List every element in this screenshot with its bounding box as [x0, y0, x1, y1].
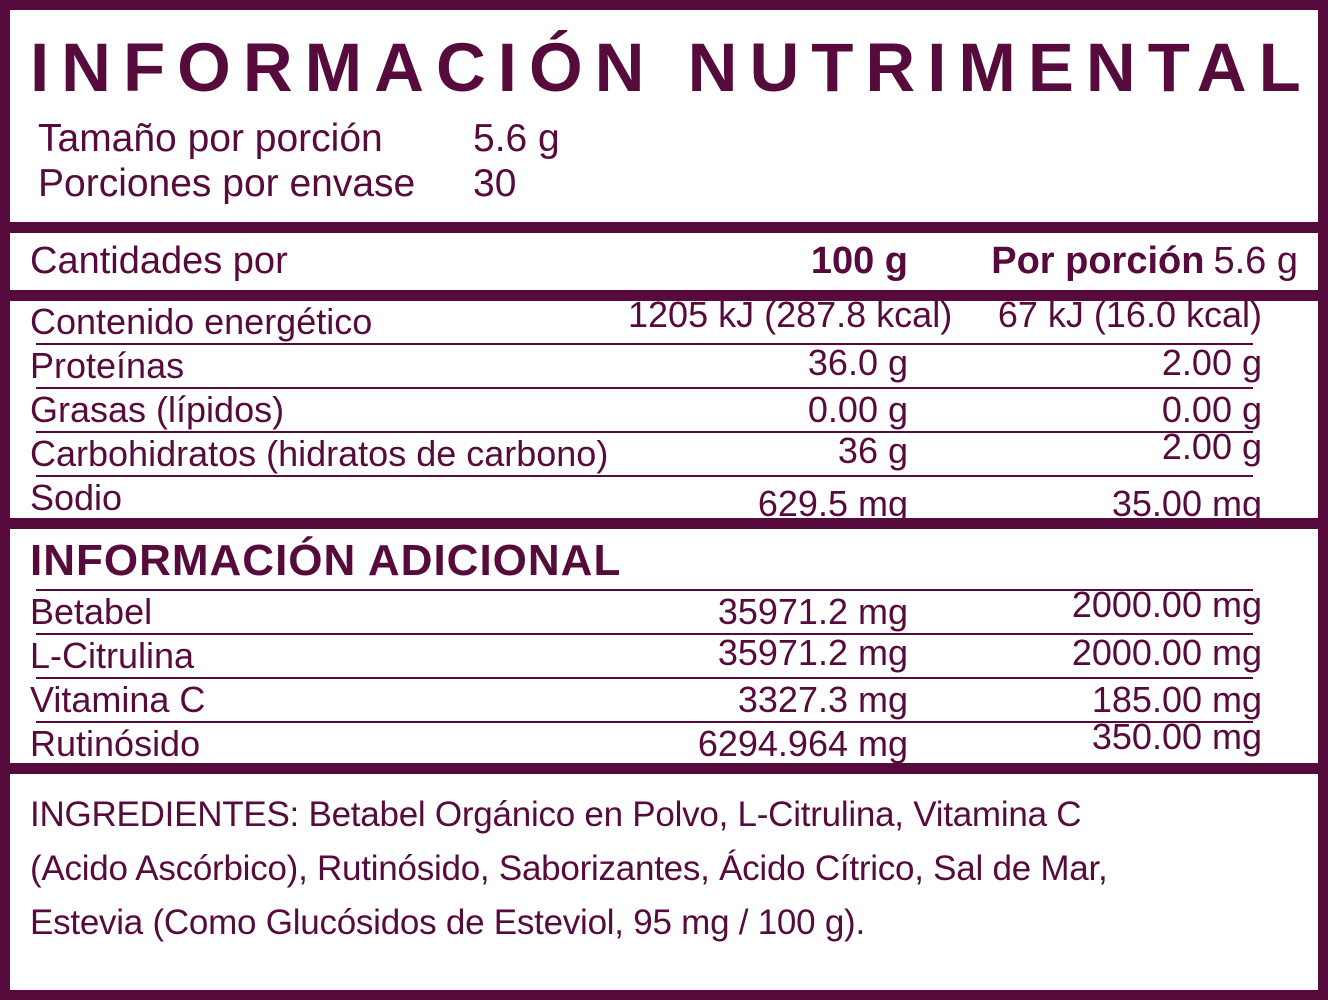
additional-row-beet: Betabel 35971.2 mg 2000.00 mg [30, 584, 1298, 633]
page-title: INFORMACIÓN NUTRIMENTAL [30, 29, 1313, 106]
per-100g-value: 36 g [837, 430, 908, 471]
serving-info: Tamaño por porción 5.6 g Porciones por e… [30, 116, 1298, 206]
row-separator [36, 633, 1253, 635]
ingredients-text-line: INGREDIENTES: Betabel Orgánico en Polvo,… [30, 795, 1082, 834]
ingredients-text-line: Estevia (Como Glucósidos de Esteviol, 95… [30, 903, 865, 942]
per-portion-value: 0.00 g [1161, 389, 1262, 430]
amounts-per-label: Cantidades por [30, 240, 288, 282]
per-portion-value: 67 kJ (16.0 kcal) [997, 301, 1262, 335]
additional-row-rutinoside: Rutinósido 6294.964 mg 350.00 mg [30, 716, 1298, 763]
per-portion-header-amount: 5.6 g [1213, 240, 1298, 282]
nutrient-label: Proteínas [30, 345, 185, 386]
row-separator [36, 475, 1253, 477]
per-100g-column-header: 100 g [810, 240, 908, 282]
per-portion-value: 2.00 g [1161, 342, 1262, 383]
additional-row-vitamin-c: Vitamina C 3327.3 mg 185.00 mg [30, 679, 1298, 721]
per-100g-value: 6294.964 mg [697, 723, 908, 763]
per-100g-value: 35971.2 mg [717, 632, 908, 673]
additional-info-title: INFORMACIÓN ADICIONAL [30, 536, 622, 585]
nutrient-label: Grasas (lípidos) [30, 389, 285, 430]
per-100g-value: 629.5 mg [757, 483, 908, 518]
per-portion-value: 2000.00 mg [1071, 584, 1262, 625]
nutrient-row-carbs: Carbohidratos (hidratos de carbono) 36 g… [30, 426, 1298, 475]
row-separator [36, 343, 1253, 345]
per-portion-value: 350.00 mg [1091, 716, 1262, 757]
nutrient-row-energy: Contenido energético 1205 kJ (287.8 kcal… [30, 301, 1298, 343]
ingredient-label: Vitamina C [30, 679, 206, 720]
serving-size-value: 5.6 g [473, 117, 560, 160]
per-portion-value: 2000.00 mg [1071, 632, 1262, 673]
per-100g-value: 1205 kJ (287.8 kcal) [628, 301, 953, 335]
row-separator [36, 431, 1253, 433]
servings-per-container-value: 30 [473, 162, 517, 205]
nutrient-row-protein: Proteínas 36.0 g 2.00 g [30, 342, 1298, 387]
per-portion-value: 35.00 mg [1111, 483, 1262, 518]
additional-info-section: INFORMACIÓN ADICIONAL Betabel 35971.2 mg… [10, 529, 1318, 763]
nutrient-row-sodium: Sodio 629.5 mg 35.00 mg [30, 477, 1298, 518]
nutrient-row-fat: Grasas (lípidos) 0.00 g 0.00 g [30, 389, 1298, 431]
nutrient-label: Carbohidratos (hidratos de carbono) [30, 433, 609, 474]
servings-per-container-label: Porciones por envase [38, 162, 416, 205]
servings-per-container-row: Porciones por envase 30 [38, 161, 1298, 206]
nutrient-label: Contenido energético [30, 301, 373, 342]
per-portion-value: 2.00 g [1161, 426, 1262, 467]
ingredient-label: L-Citrulina [30, 635, 195, 676]
row-separator [36, 387, 1253, 389]
serving-size-row: Tamaño por porción 5.6 g [38, 116, 1298, 161]
additional-row-citrulline: L-Citrulina 35971.2 mg 2000.00 mg [30, 632, 1298, 677]
per-portion-header-label: Por porción [991, 240, 1205, 282]
per-100g-value: 0.00 g [807, 389, 908, 430]
per-100g-value: 36.0 g [807, 342, 908, 383]
nutrients-table: Contenido energético 1205 kJ (287.8 kcal… [10, 301, 1318, 518]
ingredients-text-line: (Acido Ascórbico), Rutinósido, Saborizan… [30, 849, 1108, 888]
ingredient-label: Betabel [30, 591, 153, 632]
per-100g-value: 3327.3 mg [737, 679, 908, 720]
nutrient-label: Sodio [30, 477, 123, 518]
ingredients-section: INGREDIENTES: Betabel Orgánico en Polvo,… [10, 774, 1318, 990]
row-separator [36, 677, 1253, 679]
per-100g-value: 35971.2 mg [717, 591, 908, 632]
ingredient-label: Rutinósido [30, 723, 201, 763]
amounts-header-section: Cantidades por 100 g Por porción 5.6 g [10, 233, 1318, 290]
row-separator [36, 721, 1253, 723]
per-portion-value: 185.00 mg [1091, 679, 1262, 720]
title-section: INFORMACIÓN NUTRIMENTAL Tamaño por porci… [10, 10, 1318, 222]
row-separator [36, 589, 1253, 591]
per-portion-column-header: Por porción 5.6 g [908, 240, 1298, 283]
serving-size-label: Tamaño por porción [38, 117, 383, 160]
